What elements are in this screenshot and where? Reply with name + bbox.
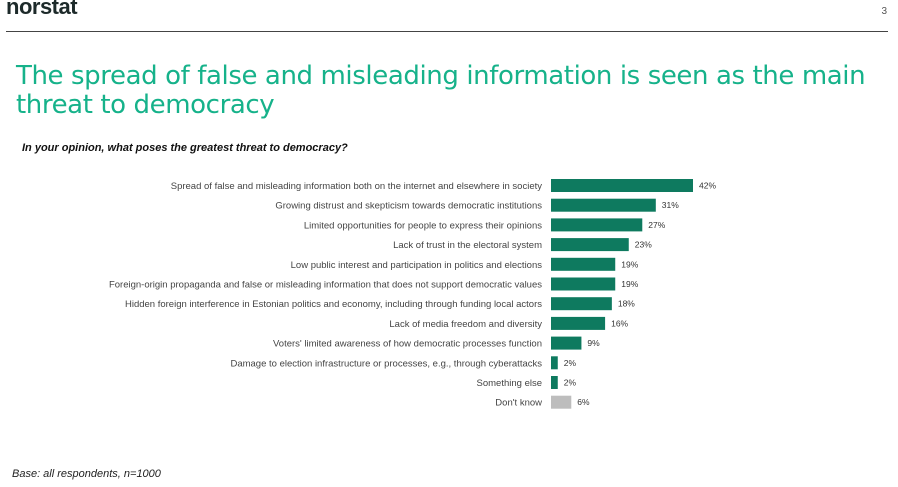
bar [551, 257, 616, 271]
category-label: Damage to election infrastructure or pro… [230, 358, 542, 369]
value-label: 9% [587, 338, 600, 348]
bar [551, 395, 572, 409]
category-label: Limited opportunities for people to expr… [304, 220, 542, 231]
bar [551, 297, 612, 311]
bar [551, 356, 558, 370]
bar [551, 198, 656, 212]
value-label: 23% [635, 240, 652, 250]
value-label: 18% [618, 299, 635, 309]
bar [551, 336, 582, 350]
category-label: Lack of trust in the electoral system [393, 240, 542, 251]
category-label: Lack of media freedom and diversity [389, 319, 542, 330]
category-label: Don't know [495, 398, 542, 409]
bar [551, 218, 643, 232]
base-note: Base: all respondents, n=1000 [12, 468, 161, 480]
bar [551, 376, 558, 389]
value-label: 16% [611, 318, 628, 328]
value-label: 42% [699, 181, 716, 191]
slide-title: The spread of false and misleading infor… [16, 61, 866, 120]
value-label: 27% [648, 220, 665, 230]
value-label: 19% [621, 279, 638, 289]
value-label: 2% [564, 358, 577, 368]
category-label: Voters' limited awareness of how democra… [273, 339, 542, 350]
category-label: Low public interest and participation in… [291, 260, 543, 271]
category-label: Growing distrust and skepticism towards … [275, 201, 542, 212]
category-label: Foreign-origin propaganda and false or m… [109, 280, 542, 291]
value-label: 6% [577, 397, 590, 407]
value-label: 2% [564, 378, 577, 388]
bar [551, 277, 616, 291]
bar [551, 179, 693, 192]
value-label: 19% [621, 259, 638, 269]
category-label: Hidden foreign interference in Estonian … [125, 299, 542, 310]
category-label: Spread of false and misleading informati… [171, 181, 543, 192]
value-label: 31% [662, 200, 679, 210]
bar [551, 238, 629, 252]
norstat-logo: norstat [6, 0, 78, 19]
category-label: Something else [477, 378, 542, 389]
survey-question: In your opinion, what poses the greatest… [22, 142, 348, 154]
header-divider [6, 31, 888, 32]
page-number: 3 [881, 6, 887, 17]
bar [551, 316, 606, 330]
